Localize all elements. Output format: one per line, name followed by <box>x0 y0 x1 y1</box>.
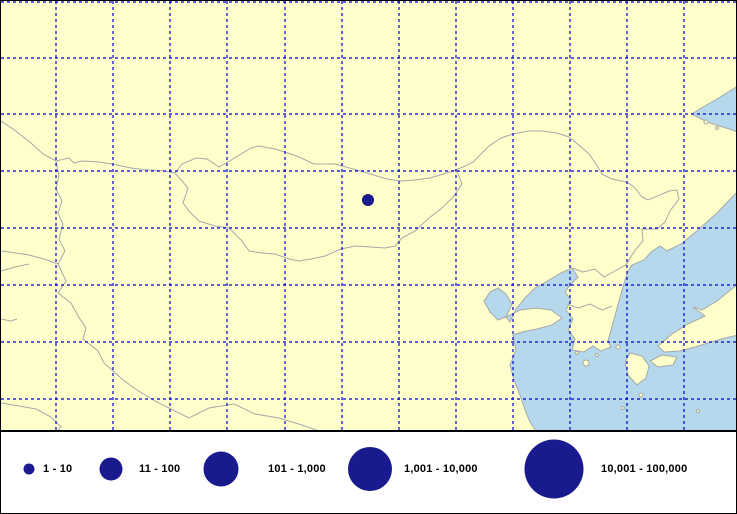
graticule-grid <box>1 1 736 430</box>
border-korea-dmz <box>566 303 613 311</box>
island-small <box>638 392 644 398</box>
data-point-marker[interactable] <box>362 194 374 206</box>
map-canvas[interactable] <box>1 1 736 430</box>
island-tsushima <box>615 344 621 350</box>
legend-item-label: 1 - 10 <box>43 463 73 475</box>
legend-symbol-circle <box>524 439 584 499</box>
island-kyushu <box>624 352 650 386</box>
legend-symbol-circle <box>23 463 35 475</box>
island-small <box>696 409 700 413</box>
island-shikoku <box>649 354 678 368</box>
country-borders-layer <box>1 120 680 430</box>
legend-item-label: 1,001 - 10,000 <box>404 463 478 475</box>
border-mongolia-south <box>174 170 463 262</box>
sea-yellow-sea-east-china-sea <box>483 192 736 430</box>
legend-panel: 1 - 10 11 - 100 101 - 1,000 1,001 - 10,000 1… <box>1 432 736 513</box>
legend-item-label: 10,001 - 100,000 <box>601 463 688 475</box>
island-small <box>595 353 599 357</box>
border-russia-mongolia-china <box>55 130 680 266</box>
border-korea-north <box>571 264 627 278</box>
island-honshu <box>657 284 736 353</box>
border-line <box>1 263 30 272</box>
island-jeju <box>582 359 590 367</box>
map-viewport[interactable] <box>1 1 736 432</box>
legend-item-label: 101 - 1,000 <box>268 463 326 475</box>
border-line <box>55 160 318 430</box>
border-line <box>1 250 59 265</box>
island-small <box>575 351 579 355</box>
border-line <box>1 120 57 162</box>
islands-layer <box>575 119 736 413</box>
island-small <box>703 119 709 125</box>
legend-item-label: 11 - 100 <box>139 463 181 475</box>
island-small <box>715 126 719 130</box>
sea-amur-inlet <box>691 86 736 132</box>
legend-symbol-circle <box>99 457 123 481</box>
border-line <box>1 402 62 430</box>
legend-symbol-circle <box>348 447 392 491</box>
island-small <box>621 406 625 410</box>
legend-symbol-circle <box>203 451 239 487</box>
border-line <box>1 318 18 322</box>
